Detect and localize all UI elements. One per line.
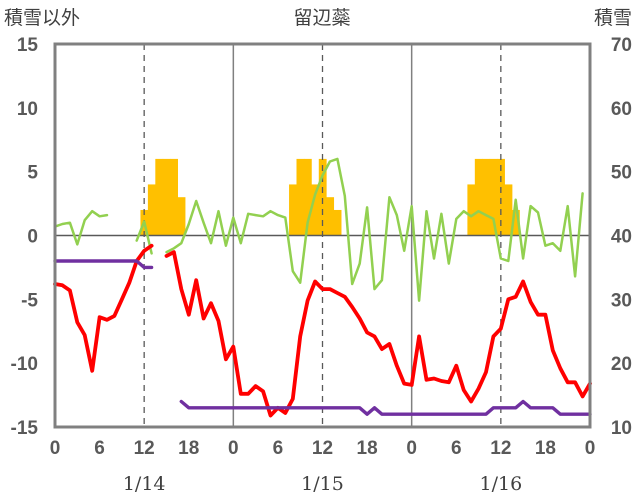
- snow-bar: [289, 184, 297, 236]
- series-line-1: [53, 157, 584, 302]
- snow-bar: [170, 158, 179, 236]
- right-tick-label: 20: [611, 354, 632, 375]
- right-tick-label: 10: [611, 418, 632, 439]
- right-tick-label: 60: [611, 99, 632, 120]
- series-line-2: [53, 243, 592, 418]
- left-tick-label: 5: [27, 163, 38, 184]
- snow-bar: [177, 197, 186, 236]
- left-tick-label: 10: [17, 99, 38, 120]
- date-label: 1/14: [123, 473, 166, 495]
- chart-title: 留辺蘂: [293, 7, 350, 29]
- right-tick-label: 40: [611, 227, 632, 248]
- snow-bar: [497, 158, 505, 236]
- x-tick-label: 12: [490, 438, 511, 459]
- x-tick-label: 6: [273, 438, 284, 459]
- snow-bar: [482, 158, 491, 236]
- snow-bar: [311, 184, 320, 236]
- x-tick-label: 0: [406, 438, 417, 459]
- snow-bar: [318, 158, 327, 236]
- snow-bar: [326, 197, 335, 236]
- snow-bar: [504, 184, 513, 236]
- right-axis-ticks: 70 60 50 40 30 20 10: [611, 35, 632, 439]
- x-tick-label: 12: [134, 438, 155, 459]
- left-tick-label: 0: [27, 227, 38, 248]
- left-tick-label: 15: [17, 35, 39, 56]
- snow-depth-bars: [140, 158, 520, 236]
- left-tick-label: -15: [11, 418, 39, 439]
- snow-bar: [155, 158, 164, 236]
- x-tick-label: 6: [451, 438, 462, 459]
- left-tick-label: -10: [11, 354, 38, 375]
- snow-bar: [474, 158, 483, 236]
- snow-bar: [467, 184, 476, 236]
- x-tick-label: 6: [94, 438, 105, 459]
- data-series-lines: [53, 157, 592, 418]
- snow-bar: [147, 184, 156, 236]
- x-tick-label: 0: [228, 438, 239, 459]
- date-labels: 1/14 1/15 1/16: [123, 473, 522, 495]
- x-tick-label: 18: [178, 438, 199, 459]
- right-tick-label: 30: [611, 290, 632, 311]
- y-left-axis-label: 積雪以外: [4, 7, 80, 29]
- plot-frame: [53, 42, 592, 429]
- right-tick-label: 70: [611, 35, 632, 56]
- x-tick-label: 12: [312, 438, 333, 459]
- snow-bar: [162, 158, 171, 236]
- x-tick-label: 0: [50, 438, 61, 459]
- x-tick-label: 18: [535, 438, 556, 459]
- x-tick-label: 0: [585, 438, 596, 459]
- date-label: 1/15: [301, 473, 344, 495]
- left-axis-ticks: 15 10 5 0 -5 -10 -15: [11, 35, 39, 439]
- left-tick-label: -5: [21, 290, 38, 311]
- right-tick-label: 50: [611, 163, 632, 184]
- x-axis-ticks: 0 6 12 18 0 6 12 18 0 6 12 18 0: [50, 438, 596, 459]
- x-tick-label: 18: [357, 438, 378, 459]
- snow-bar: [489, 158, 498, 236]
- snow-bar: [333, 209, 342, 236]
- date-label: 1/16: [479, 473, 522, 495]
- snow-bar: [511, 209, 520, 236]
- y-right-axis-label: 積雪: [594, 7, 632, 29]
- series-line-3: [53, 259, 592, 416]
- snow-bar: [303, 158, 312, 236]
- snow-bar: [296, 158, 305, 236]
